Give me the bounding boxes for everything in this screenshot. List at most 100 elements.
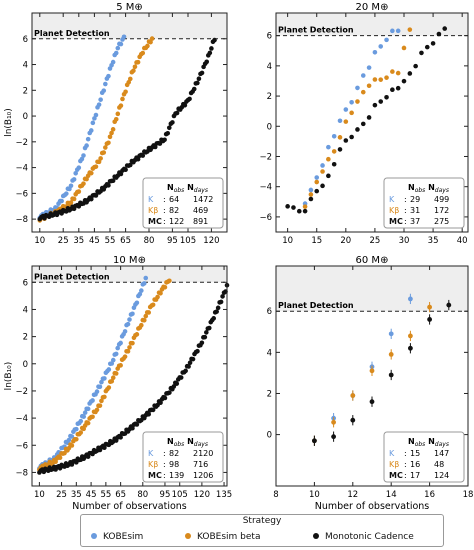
data-point xyxy=(71,196,77,202)
y-tick-label: 4 xyxy=(23,61,28,71)
data-point xyxy=(326,173,331,179)
data-point xyxy=(79,156,85,162)
data-point xyxy=(107,134,113,140)
table-colon: : xyxy=(163,206,166,215)
data-point xyxy=(204,59,210,65)
detection-region xyxy=(276,13,468,36)
data-point xyxy=(127,317,132,322)
data-point xyxy=(130,340,135,346)
y-tick-label: 4 xyxy=(23,305,28,315)
table-nobs: 64 xyxy=(169,195,179,204)
table-ndays: 275 xyxy=(434,217,449,226)
data-point xyxy=(99,398,104,404)
data-point xyxy=(88,170,94,176)
data-point xyxy=(195,80,200,86)
table-row-label: MC xyxy=(148,471,162,480)
data-point xyxy=(407,27,413,32)
series-kobesim-beta xyxy=(37,278,172,473)
table-row-label: K xyxy=(148,195,154,204)
data-point xyxy=(68,200,74,205)
data-point xyxy=(102,445,107,450)
series-kobesim xyxy=(37,275,149,471)
table-nobs: 31 xyxy=(410,206,420,215)
table-ndays: 499 xyxy=(434,195,449,204)
data-point xyxy=(331,419,336,425)
data-point xyxy=(97,384,103,390)
data-point xyxy=(69,434,75,439)
table-nobs: 139 xyxy=(169,471,184,480)
data-point xyxy=(331,149,337,154)
data-point xyxy=(349,134,354,140)
data-point xyxy=(97,403,103,408)
table-ndays: 48 xyxy=(434,460,444,469)
data-point xyxy=(115,45,121,51)
data-point xyxy=(127,345,132,350)
y-tick-label: 6 xyxy=(23,35,28,45)
y-tick-label: 0 xyxy=(23,112,28,122)
data-point xyxy=(202,334,208,340)
data-point xyxy=(390,28,395,34)
data-point xyxy=(71,177,77,182)
results-table-box xyxy=(142,177,224,229)
data-point xyxy=(395,28,401,34)
data-point xyxy=(93,112,99,118)
data-point xyxy=(90,120,96,126)
data-point xyxy=(125,349,131,354)
data-point xyxy=(146,310,152,315)
data-point xyxy=(320,163,325,168)
data-point xyxy=(291,205,296,210)
y-tick-label: −8 xyxy=(15,468,28,478)
data-point xyxy=(349,110,354,116)
data-point xyxy=(337,135,343,140)
legend-label-monotonic: Monotonic Cadence xyxy=(325,532,414,542)
data-point xyxy=(140,50,146,56)
x-tick-label: 45 xyxy=(86,490,97,500)
data-point xyxy=(130,425,135,431)
y-tick-label: 6 xyxy=(267,32,272,42)
data-point xyxy=(343,119,349,124)
table-colon: : xyxy=(404,206,407,215)
legend-item-monotonic: Monotonic Cadence xyxy=(313,532,414,542)
table-header: Nobs Ndays xyxy=(167,437,208,448)
data-point xyxy=(109,130,114,136)
data-point xyxy=(170,120,175,125)
data-point xyxy=(369,399,375,405)
x-tick-label: 55 xyxy=(100,490,111,500)
table-colon: : xyxy=(163,471,166,480)
x-tick-label: 10 xyxy=(282,236,293,246)
y-tick-label: −4 xyxy=(259,183,272,193)
table-ndays: 469 xyxy=(193,206,208,215)
legend-item-kobesim-beta: KOBEsim beta xyxy=(185,532,260,542)
data-point xyxy=(350,417,356,423)
y-tick-label: 2 xyxy=(267,389,272,399)
panel-4: Planet Detection 8 10 12 14 16 18 0 2 4 6 60 M⊕ Numb… xyxy=(267,255,474,512)
data-point xyxy=(302,204,308,209)
data-point xyxy=(350,393,356,398)
data-point xyxy=(174,110,180,116)
data-point xyxy=(115,345,120,351)
data-point xyxy=(121,34,127,40)
data-point xyxy=(99,379,104,385)
data-point xyxy=(167,278,172,284)
table-ndays: 891 xyxy=(193,217,208,226)
data-point xyxy=(135,59,141,65)
x-tick-label: 20 xyxy=(340,236,351,246)
x-tick-label: 8 xyxy=(273,490,278,500)
table-colon: : xyxy=(163,449,166,458)
data-point xyxy=(132,64,138,70)
data-point xyxy=(158,290,163,296)
data-point xyxy=(372,50,378,55)
data-point xyxy=(76,204,82,209)
series-kobesim-beta xyxy=(302,27,413,209)
axes-frame xyxy=(31,265,228,487)
data-point xyxy=(134,332,140,337)
data-point xyxy=(78,418,84,424)
data-point xyxy=(98,97,103,102)
data-point xyxy=(76,189,82,194)
data-point xyxy=(360,73,366,78)
data-point xyxy=(141,317,147,323)
data-point xyxy=(68,183,74,189)
data-point xyxy=(137,291,143,297)
